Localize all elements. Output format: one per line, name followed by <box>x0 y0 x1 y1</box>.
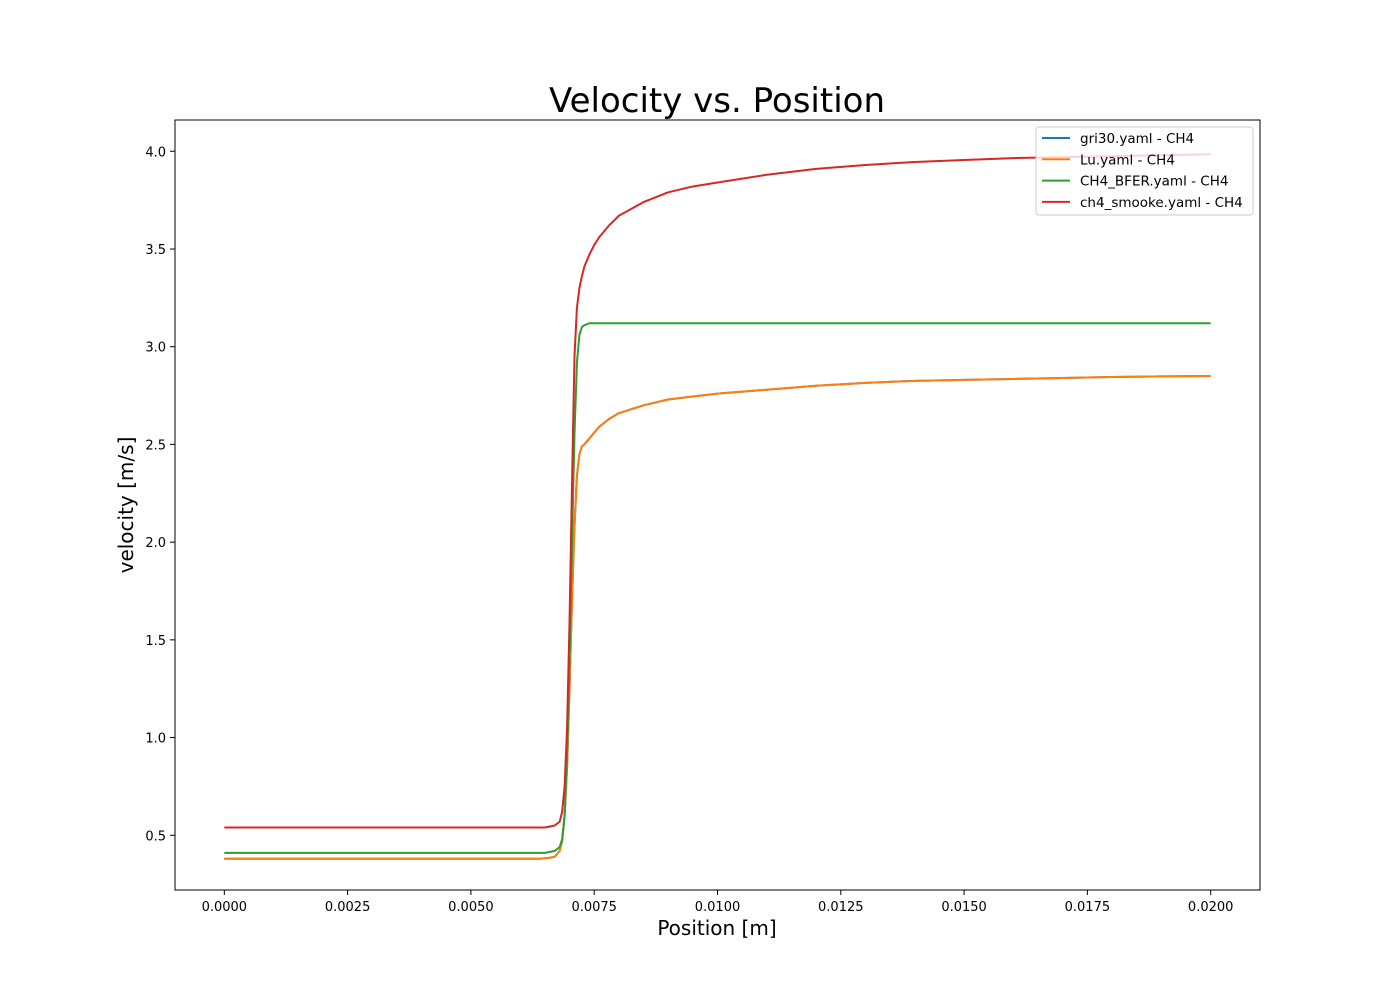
plot-frame <box>175 120 1260 890</box>
y-tick-label: 3.0 <box>145 341 166 356</box>
legend-label-4: ch4_smooke.yaml - CH4 <box>1080 195 1243 211</box>
x-axis-label: Position [m] <box>657 916 776 940</box>
y-axis-label: velocity [m/s] <box>114 437 138 574</box>
x-tick-label: 0.0125 <box>818 900 864 915</box>
legend: gri30.yaml - CH4 Lu.yaml - CH4 CH4_BFER.ya… <box>1036 127 1253 215</box>
y-tick-label: 1.5 <box>145 634 166 649</box>
y-tick-label: 3.5 <box>145 243 166 258</box>
x-tick-label: 0.0075 <box>571 900 617 915</box>
y-tick-label: 2.5 <box>145 438 166 453</box>
plot-area <box>175 120 1260 890</box>
y-tick-label: 2.0 <box>145 536 166 551</box>
x-tick-label: 0.0100 <box>695 900 741 915</box>
x-tick-label: 0.0050 <box>448 900 494 915</box>
legend-label-1: gri30.yaml - CH4 <box>1080 131 1194 147</box>
y-tick-label: 0.5 <box>145 829 166 844</box>
y-tick-label: 1.0 <box>145 732 166 747</box>
y-tick-label: 4.0 <box>145 145 166 160</box>
x-tick-label: 0.0000 <box>202 900 248 915</box>
x-tick-label: 0.0025 <box>325 900 371 915</box>
chart-title: Velocity vs. Position <box>549 81 885 121</box>
x-tick-label: 0.0150 <box>941 900 987 915</box>
legend-label-3: CH4_BFER.yaml - CH4 <box>1080 174 1228 190</box>
x-tick-label: 0.0175 <box>1065 900 1111 915</box>
legend-label-2: Lu.yaml - CH4 <box>1080 152 1175 168</box>
x-tick-label: 0.0200 <box>1188 900 1234 915</box>
